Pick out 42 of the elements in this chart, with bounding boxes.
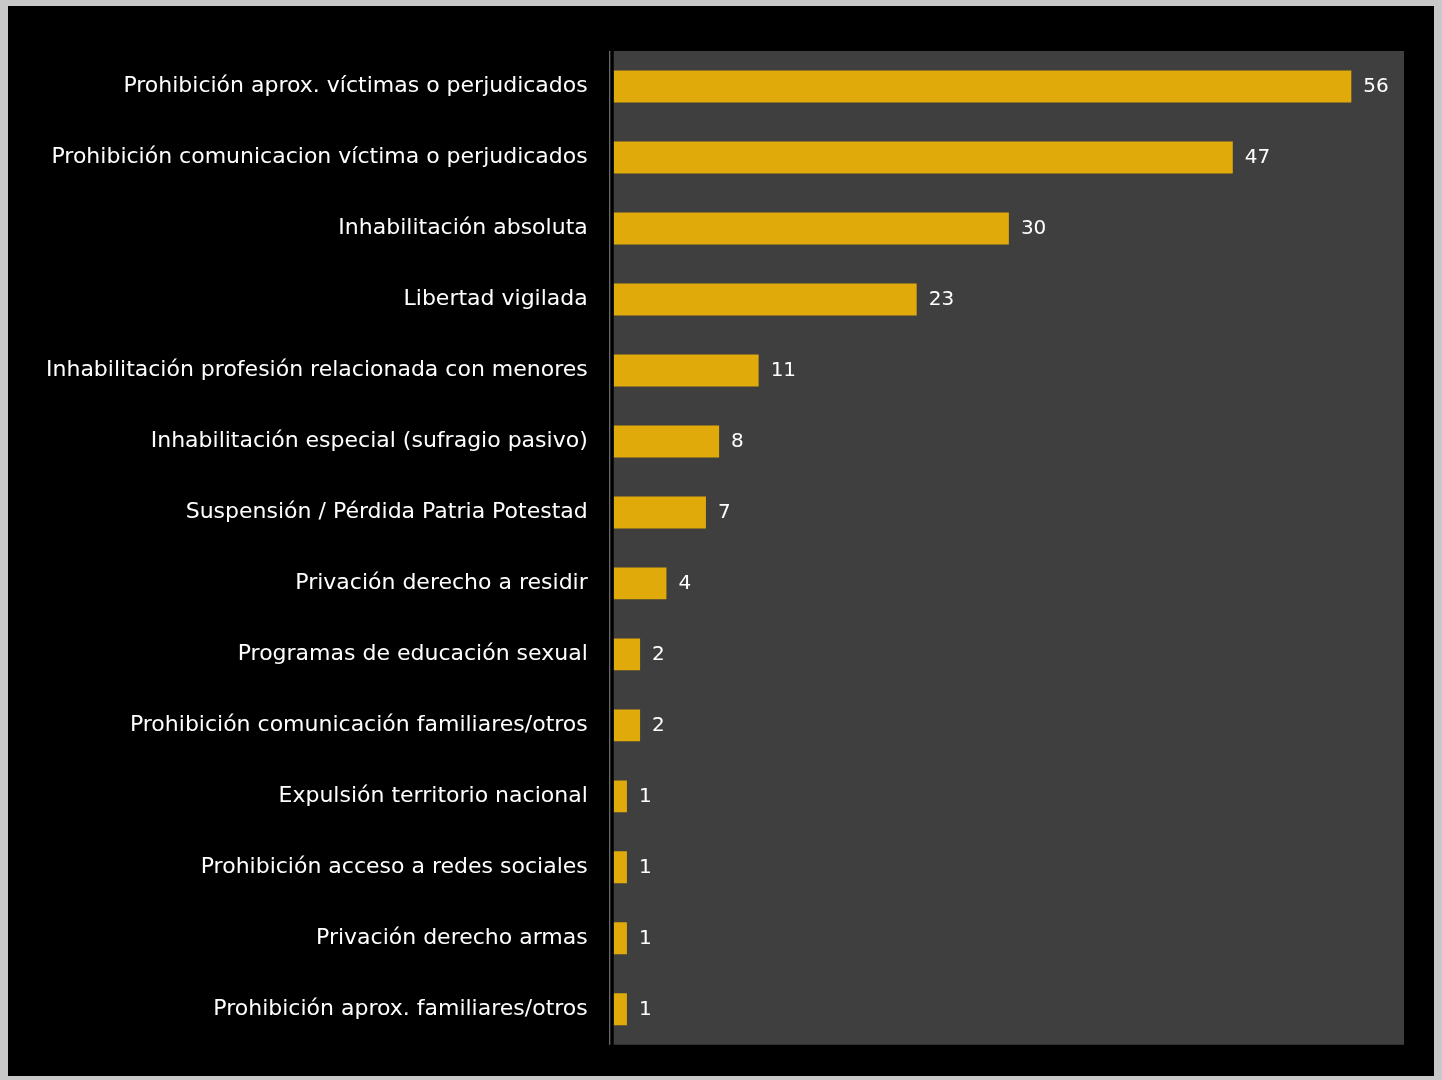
y-tick-label: Prohibición aprox. víctimas o perjudicados <box>123 72 588 98</box>
data-label: 47 <box>1244 143 1271 168</box>
data-label: 8 <box>731 427 744 452</box>
bar <box>613 212 1009 245</box>
data-label: 56 <box>1363 72 1389 97</box>
bar <box>613 851 627 884</box>
y-tick-label: Prohibición comunicación familiares/otros <box>129 711 588 737</box>
data-label: 30 <box>1020 214 1047 239</box>
y-tick-label: Expulsión territorio nacional <box>278 782 588 808</box>
bar <box>613 70 1352 103</box>
y-tick-label: Privación derecho armas <box>316 924 588 950</box>
data-label: 7 <box>717 498 731 523</box>
y-tick-label: Programas de educación sexual <box>237 640 588 666</box>
bar <box>613 141 1233 174</box>
data-label: 23 <box>928 285 955 310</box>
y-tick-label: Prohibición aprox. familiares/otros <box>213 995 588 1021</box>
bar <box>613 354 759 387</box>
data-label: 2 <box>652 640 665 665</box>
bar <box>613 425 720 458</box>
bar <box>613 638 641 671</box>
y-tick-label: Inhabilitación absoluta <box>338 214 588 240</box>
data-label: 11 <box>770 356 797 381</box>
bar <box>613 922 627 955</box>
data-label: 1 <box>638 782 652 807</box>
y-tick-label: Privación derecho a residir <box>295 569 589 595</box>
bar <box>613 283 917 316</box>
bar <box>613 496 706 529</box>
y-tick-label: Prohibición acceso a redes sociales <box>200 853 588 879</box>
bar <box>613 567 667 600</box>
y-tick-label: Prohibición comunicacion víctima o perjudicados <box>51 143 588 169</box>
y-tick-label: Inhabilitación especial (sufragio pasivo) <box>150 427 588 453</box>
data-label: 2 <box>652 711 665 736</box>
y-tick-label: Suspensión / Pérdida Patria Potestad <box>185 498 588 524</box>
data-label: 1 <box>638 853 652 878</box>
bar <box>613 993 627 1026</box>
y-tick-label: Inhabilitación profesión relacionada con menores <box>46 356 588 382</box>
data-label: 4 <box>678 569 692 594</box>
bar <box>613 780 627 813</box>
data-label: 1 <box>638 924 652 949</box>
bar <box>613 709 641 742</box>
data-label: 1 <box>638 995 652 1020</box>
y-tick-label: Libertad vigilada <box>403 285 588 311</box>
